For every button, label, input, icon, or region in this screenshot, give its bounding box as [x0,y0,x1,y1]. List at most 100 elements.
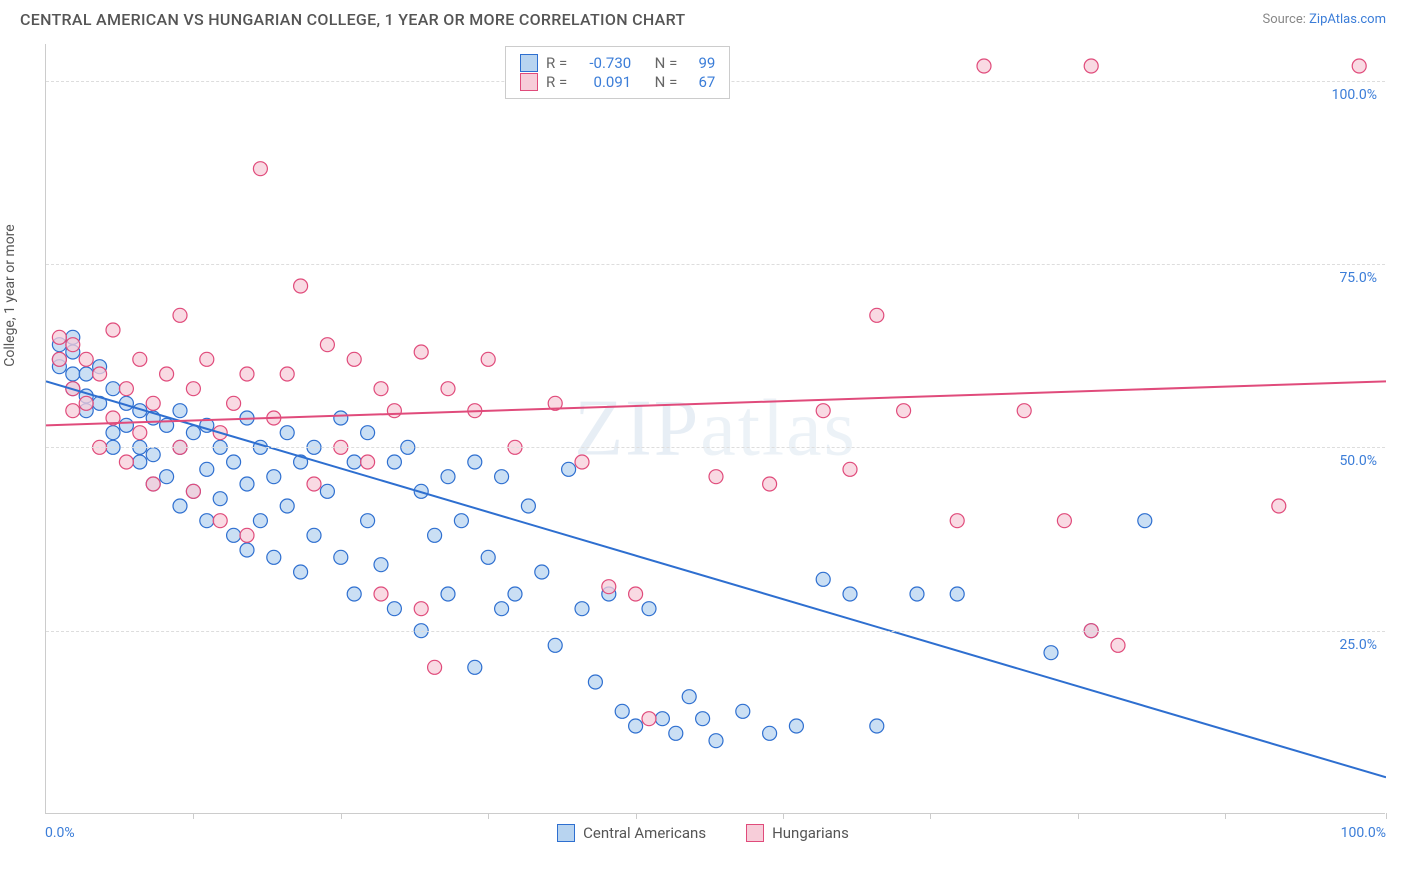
x-tick [193,813,194,819]
header: CENTRAL AMERICAN VS HUNGARIAN COLLEGE, 1… [0,0,1406,35]
n-label: N = [655,73,678,91]
data-point [669,726,683,740]
x-tick [1225,813,1226,819]
data-point [816,404,830,418]
data-point [93,367,107,381]
data-point [588,675,602,689]
data-point [52,330,66,344]
data-point [106,426,120,440]
n-value: 99 [685,54,715,72]
data-point [79,352,93,366]
data-point [495,602,509,616]
data-point [977,59,991,73]
gridline [46,447,1385,448]
data-point [1352,59,1366,73]
data-point [213,492,227,506]
legend-swatch [746,824,764,842]
data-point [387,404,401,418]
data-point [79,367,93,381]
legend-item: Central Americans [557,824,706,842]
data-point [213,514,227,528]
legend-label: Central Americans [583,824,706,842]
data-point [481,550,495,564]
data-point [66,404,80,418]
y-tick-label: 50.0% [1339,453,1377,469]
data-point [468,455,482,469]
data-point [1272,499,1286,513]
data-point [119,418,133,432]
source-link[interactable]: ZipAtlas.com [1309,12,1386,27]
data-point [736,704,750,718]
data-point [347,455,361,469]
x-tick [783,813,784,819]
chart-title: CENTRAL AMERICAN VS HUNGARIAN COLLEGE, 1… [20,10,685,29]
data-point [66,367,80,381]
gridline [46,264,1385,265]
legend: Central Americans Hungarians [0,824,1406,842]
data-point [454,514,468,528]
data-point [508,587,522,601]
data-point [441,382,455,396]
data-point [267,470,281,484]
data-point [119,382,133,396]
data-point [481,352,495,366]
data-point [361,426,375,440]
trend-line [46,381,1386,425]
data-point [428,660,442,674]
data-point [280,499,294,513]
data-point [240,528,254,542]
data-point [334,550,348,564]
y-tick-label: 25.0% [1339,637,1377,653]
data-point [897,404,911,418]
data-point [1084,59,1098,73]
data-point [133,352,147,366]
data-point [146,477,160,491]
data-point [1017,404,1031,418]
data-point [361,455,375,469]
data-point [602,580,616,594]
data-point [575,602,589,616]
data-point [1057,514,1071,528]
data-point [428,528,442,542]
data-point [655,712,669,726]
data-point [789,719,803,733]
x-tick [1386,813,1387,819]
data-point [562,462,576,476]
data-point [414,345,428,359]
data-point [227,455,241,469]
data-point [441,470,455,484]
data-point [870,719,884,733]
data-point [186,484,200,498]
chart-container: ZIPatlas 25.0%50.0%75.0%100.0% R =-0.730… [45,44,1385,814]
data-point [200,514,214,528]
data-point [1138,514,1152,528]
data-point [1044,646,1058,660]
data-point [186,426,200,440]
data-point [548,638,562,652]
data-point [495,470,509,484]
data-point [240,543,254,557]
data-point [186,382,200,396]
data-point [387,455,401,469]
data-point [709,470,723,484]
data-point [387,602,401,616]
data-point [160,470,174,484]
data-point [200,352,214,366]
data-point [160,367,174,381]
data-point [173,308,187,322]
data-point [133,426,147,440]
x-tick [930,813,931,819]
data-point [106,323,120,337]
legend-swatch [557,824,575,842]
data-point [642,602,656,616]
data-point [320,338,334,352]
data-point [227,528,241,542]
legend-item: Hungarians [746,824,849,842]
data-point [253,514,267,528]
data-point [267,550,281,564]
data-point [334,411,348,425]
data-point [870,308,884,322]
data-point [629,587,643,601]
data-point [843,587,857,601]
data-point [240,367,254,381]
